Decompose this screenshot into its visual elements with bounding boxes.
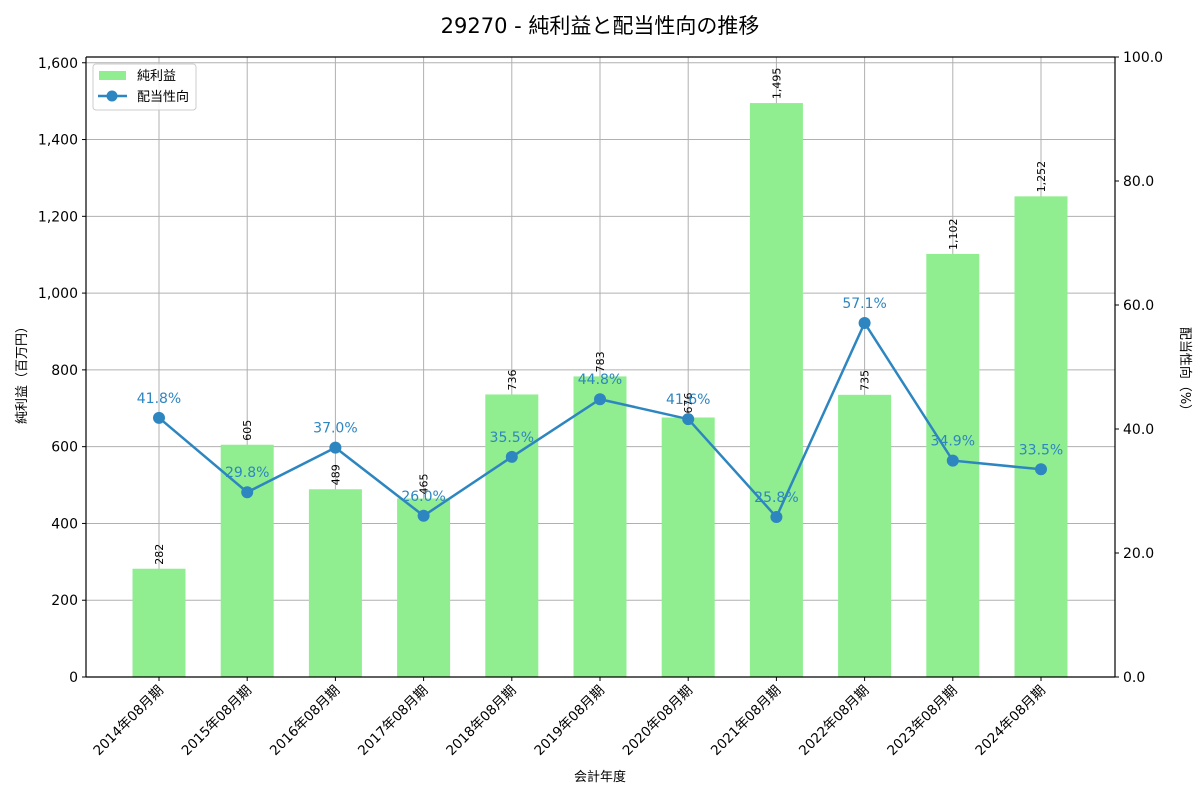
bar-11 bbox=[1014, 196, 1068, 678]
data-point-marker bbox=[858, 316, 871, 329]
x-tick-label: 2019年08月期 bbox=[531, 683, 607, 759]
payout-ratio-label: 41.6% bbox=[666, 392, 710, 408]
data-point-marker bbox=[241, 486, 254, 499]
bar-value-label: 1,252 bbox=[1035, 161, 1048, 193]
bar-value-label: 676 bbox=[682, 392, 695, 413]
bar-value-label: 736 bbox=[506, 369, 519, 390]
line-series-payout-ratio: 41.8% 29.8% 37.0% 26.0% 35.5% 44.8% 41.6% 25.8%… bbox=[137, 296, 1063, 524]
bar-value-label: 1,495 bbox=[770, 68, 783, 100]
payout-ratio-label: 29.8% bbox=[225, 465, 269, 481]
y-tick-label-right: 80.0 bbox=[1123, 174, 1154, 190]
data-point-marker bbox=[594, 393, 606, 406]
bar-value-label: 1,102 bbox=[947, 218, 960, 250]
bar-9 bbox=[838, 394, 892, 677]
payout-ratio-label: 37.0% bbox=[313, 421, 357, 437]
legend-label-payout-ratio: 配当性向 bbox=[137, 89, 189, 105]
data-point-marker bbox=[417, 509, 430, 522]
x-tick-label: 2016年08月期 bbox=[267, 683, 343, 759]
bar-5 bbox=[485, 394, 539, 677]
y-tick-label-right: 20.0 bbox=[1123, 546, 1154, 562]
x-tick-label: 2017年08月期 bbox=[355, 683, 431, 759]
payout-ratio-label: 35.5% bbox=[490, 430, 534, 446]
bar-1 bbox=[132, 568, 186, 677]
y-tick-label-right: 60.0 bbox=[1123, 298, 1154, 314]
data-point-marker bbox=[946, 454, 959, 467]
y-tick-label-left: 600 bbox=[51, 440, 78, 456]
y-tick-label-right: 0.0 bbox=[1123, 670, 1145, 686]
y-axis-label-right: 配当性向（%） bbox=[1177, 327, 1193, 417]
y-tick-label-left: 400 bbox=[51, 516, 78, 532]
x-tick-label: 2018年08月期 bbox=[443, 683, 519, 759]
x-tick-label: 2020年08月期 bbox=[620, 683, 696, 759]
y-tick-label-left: 800 bbox=[51, 363, 78, 379]
bar-value-label: 489 bbox=[329, 464, 342, 485]
data-point-marker bbox=[1035, 463, 1047, 476]
y-tick-label-right: 40.0 bbox=[1123, 422, 1154, 438]
legend-marker-icon bbox=[106, 90, 118, 102]
bar-7 bbox=[661, 417, 715, 677]
bar-3 bbox=[308, 489, 362, 677]
legend: 純利益 配当性向 bbox=[92, 63, 197, 111]
legend-bar-swatch bbox=[99, 71, 126, 80]
x-tick-label: 2015年08月期 bbox=[179, 683, 255, 759]
y-tick-label-left: 1,200 bbox=[38, 209, 78, 225]
bar-8 bbox=[749, 103, 803, 677]
y-tick-label-left: 1,000 bbox=[38, 286, 78, 302]
x-tick-label: 2014年08月期 bbox=[90, 683, 166, 759]
legend-label-net-income: 純利益 bbox=[137, 69, 176, 84]
data-point-marker bbox=[329, 441, 342, 454]
bar-6 bbox=[573, 376, 627, 677]
payout-ratio-label: 33.5% bbox=[1019, 442, 1063, 458]
x-tick-label: 2023年08月期 bbox=[884, 683, 960, 759]
bar-4 bbox=[397, 498, 451, 677]
bar-value-label: 605 bbox=[241, 420, 254, 441]
payout-ratio-label: 26.0% bbox=[401, 489, 445, 505]
payout-ratio-label: 44.8% bbox=[578, 372, 622, 388]
y-tick-label-left: 1,600 bbox=[38, 56, 78, 72]
bar-value-label: 783 bbox=[594, 351, 607, 372]
bar-value-label: 282 bbox=[153, 544, 166, 565]
y-tick-label-left: 0 bbox=[69, 670, 78, 686]
payout-ratio-label: 41.8% bbox=[137, 391, 181, 407]
y-axis-label-left: 純利益（百万円） bbox=[15, 320, 30, 424]
data-point-marker bbox=[505, 450, 518, 463]
x-tick-label: 2024年08月期 bbox=[972, 683, 1048, 759]
payout-ratio-label: 57.1% bbox=[842, 296, 886, 312]
data-point-marker bbox=[770, 511, 783, 524]
bar-series-net-income bbox=[132, 103, 1068, 678]
data-point-marker bbox=[682, 413, 695, 426]
y-tick-label-left: 200 bbox=[51, 593, 78, 609]
data-point-marker bbox=[153, 411, 165, 424]
payout-ratio-label: 34.9% bbox=[931, 434, 975, 450]
x-tick-label: 2022年08月期 bbox=[796, 683, 872, 759]
chart-title: 29270 - 純利益と配当性向の推移 bbox=[441, 14, 760, 38]
bar-value-label: 735 bbox=[859, 370, 872, 391]
x-axis-label: 会計年度 bbox=[574, 769, 626, 785]
x-tick-label: 2021年08月期 bbox=[708, 683, 784, 759]
y-tick-label-right: 100.0 bbox=[1123, 50, 1163, 66]
bar-value-label: 465 bbox=[418, 473, 431, 494]
payout-ratio-label: 25.8% bbox=[754, 490, 798, 506]
bar-value-labels: 282 605 489 465 736 783 676 1,495 735 1,102 1,252 bbox=[153, 68, 1048, 565]
y-tick-label-left: 1,400 bbox=[38, 133, 78, 149]
